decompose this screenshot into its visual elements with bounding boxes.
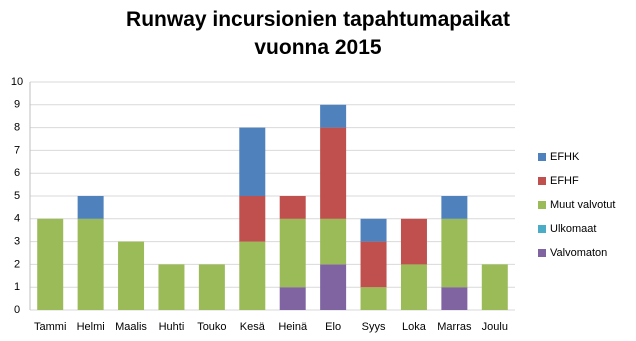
x-tick-label: Touko <box>197 321 226 333</box>
x-tick-label: Tammi <box>34 321 66 333</box>
bar-segment <box>239 241 266 310</box>
bar-segment <box>279 196 306 219</box>
bar-segment <box>77 196 104 219</box>
bar-segment <box>279 287 306 310</box>
bar-segment <box>320 218 347 265</box>
bar-segment <box>320 127 347 219</box>
bar-segment <box>481 264 508 310</box>
legend-label: Ulkomaat <box>550 223 596 235</box>
legend-swatch <box>538 177 546 185</box>
y-tick-label: 0 <box>14 304 20 316</box>
bar-segment <box>77 218 104 310</box>
bar-segment <box>441 196 468 219</box>
x-tick-label: Huhti <box>159 321 185 333</box>
legend-swatch <box>538 249 546 257</box>
legend-swatch <box>538 225 546 233</box>
y-tick-label: 2 <box>14 258 20 270</box>
bar-segment <box>118 241 145 310</box>
bar-segment <box>239 127 266 196</box>
x-tick-label: Helmi <box>77 321 105 333</box>
x-tick-label: Loka <box>402 321 427 333</box>
legend-label: EFHK <box>550 151 580 163</box>
bar-segment <box>441 218 468 288</box>
x-tick-label: Maalis <box>115 321 147 333</box>
x-tick-label: Marras <box>437 321 472 333</box>
bar-segment <box>158 264 185 310</box>
x-tick-label: Syys <box>362 321 386 333</box>
x-tick-label: Heinä <box>278 321 308 333</box>
x-tick-label: Joulu <box>482 321 508 333</box>
bar-segment <box>360 218 387 242</box>
bar-segment <box>279 218 306 288</box>
bar-segment <box>37 218 64 310</box>
bar-segment <box>239 196 266 242</box>
bar-segment <box>360 241 387 288</box>
bar-segment <box>400 218 427 265</box>
bar-segment <box>360 287 387 310</box>
y-tick-label: 8 <box>14 122 20 134</box>
y-tick-label: 7 <box>14 144 20 156</box>
y-tick-label: 4 <box>14 213 20 225</box>
bar-segment <box>198 264 225 310</box>
chart-title: Runway incursionien tapahtumapaikat vuon… <box>126 8 510 59</box>
y-tick-label: 1 <box>14 281 20 293</box>
legend-swatch <box>538 153 546 161</box>
y-tick-label: 10 <box>11 76 23 88</box>
legend-label: EFHF <box>550 175 579 187</box>
x-tick-label: Elo <box>325 321 341 333</box>
legend-swatch <box>538 201 546 209</box>
y-tick-label: 9 <box>14 99 20 111</box>
x-tick-label: Kesä <box>240 321 266 333</box>
legend-label: Valvomaton <box>550 247 607 259</box>
bar-segment <box>441 287 468 310</box>
bar-segment <box>400 264 427 310</box>
y-tick-label: 3 <box>14 236 20 248</box>
y-tick-label: 5 <box>14 190 20 202</box>
bar-segment <box>320 264 347 310</box>
y-tick-label: 6 <box>14 167 20 179</box>
legend-label: Muut valvotut <box>550 199 615 211</box>
bar-segment <box>320 104 347 128</box>
